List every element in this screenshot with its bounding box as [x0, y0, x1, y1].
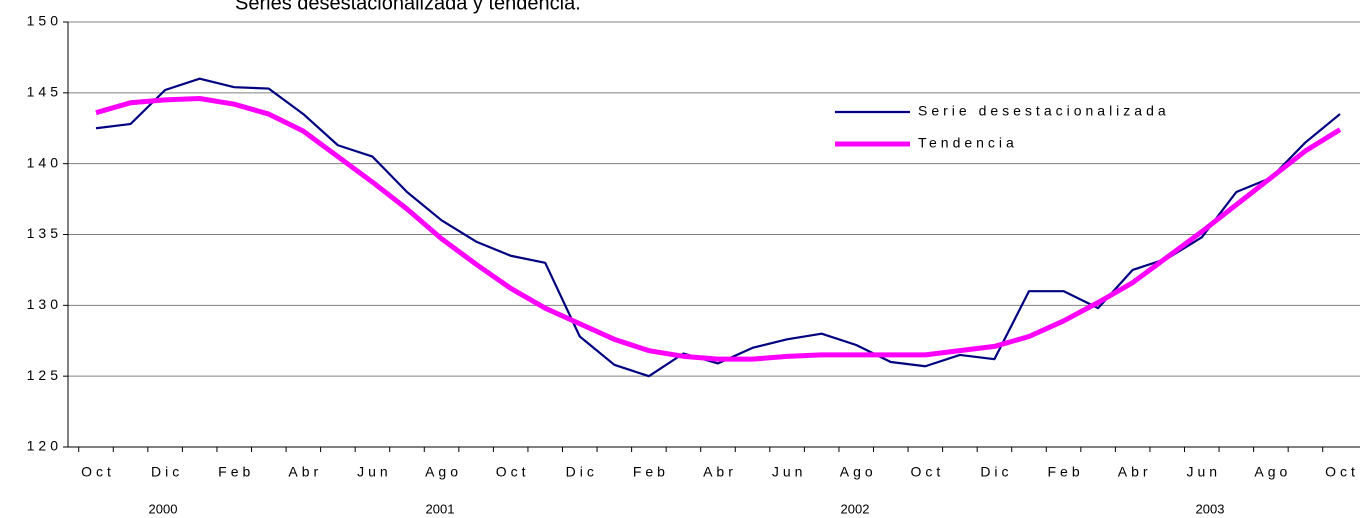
x-tick-label: Ago	[1254, 464, 1291, 480]
x-tick-label: Feb	[633, 464, 669, 480]
x-tick-label: Feb	[218, 464, 254, 480]
legend-label: Serie desestacionalizada	[918, 103, 1170, 119]
x-tick-label: Jun	[772, 464, 807, 480]
year-label: 2000	[149, 501, 178, 516]
y-tick-label: 120	[27, 438, 62, 454]
x-tick-label: Oct	[1325, 464, 1359, 480]
x-tick-label: Oct	[81, 464, 115, 480]
x-tick-label: Jun	[357, 464, 392, 480]
x-tick-label: Dic	[980, 464, 1012, 480]
y-tick-label: 140	[27, 154, 62, 170]
x-tick-label: Abr	[703, 464, 737, 480]
y-tick-label: 135	[27, 225, 62, 241]
x-tick-label: Ago	[840, 464, 877, 480]
x-tick-label: Dic	[151, 464, 183, 480]
x-tick-label: Abr	[288, 464, 322, 480]
x-tick-label: Feb	[1047, 464, 1083, 480]
y-tick-label: 145	[27, 84, 62, 100]
series-line	[95, 77, 1341, 378]
year-label: 2003	[1196, 501, 1225, 516]
series-line	[95, 96, 1342, 362]
x-tick-label: Dic	[566, 464, 598, 480]
year-label: 2001	[426, 501, 455, 516]
x-tick-label: Ago	[425, 464, 462, 480]
chart-title: Series desestacionalizada y tendencia.	[235, 0, 581, 14]
y-tick-label: 130	[27, 296, 62, 312]
x-tick-label: Jun	[1186, 464, 1221, 480]
x-tick-label: Abr	[1118, 464, 1152, 480]
y-tick-label: 125	[27, 367, 62, 383]
y-tick-label: 150	[27, 13, 62, 29]
x-tick-label: Oct	[910, 464, 944, 480]
year-label: 2002	[841, 501, 870, 516]
legend-label: Tendencia	[918, 135, 1018, 151]
x-tick-label: Oct	[496, 464, 530, 480]
